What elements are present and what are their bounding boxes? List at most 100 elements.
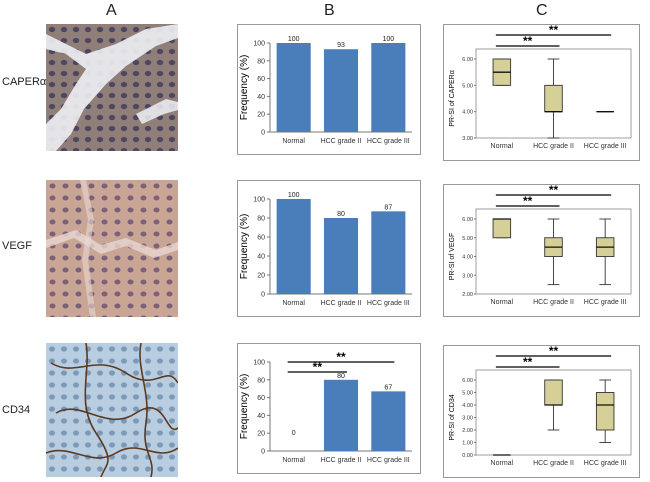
box-2-ylabel: PR-SI of CD34 (449, 394, 456, 440)
box-2-category-label-0: Normal (491, 460, 514, 467)
box-2-ytick-label-6: 6.00 (462, 378, 473, 384)
bar-1-ytick-label-0: 0 (261, 292, 265, 299)
bar-chart-caper: Frequency (%) 0 20 40 60 80 100 100 Normal 93 HCC … (239, 36, 412, 145)
box-2-ytick-label-3: 3.00 (462, 416, 473, 422)
box-2-sig-label-0: ** (523, 355, 533, 369)
bar-0-value-label-0: 100 (288, 36, 300, 43)
bar-0-category-label-1: HCC grade II (321, 138, 362, 145)
bar-panel-caper: Frequency (%) 0 20 40 60 80 100 100 Normal 93 HCC … (237, 24, 421, 155)
bar-0-bar-1 (323, 49, 359, 133)
bar-1-bar-1 (323, 218, 359, 294)
box-1-ytick-label-2: 4.00 (462, 255, 473, 261)
box-2-plot-frame (475, 369, 632, 456)
box-2-box-1 (544, 379, 563, 406)
bar-2-value-label-2: 67 (384, 384, 392, 391)
box-2-category-label-2: HCC grade III (584, 460, 627, 467)
box-0-category-label-2: HCC grade III (584, 143, 627, 150)
box-2-ytick-label-2: 2.00 (462, 428, 473, 434)
micrograph-caper-image (46, 24, 178, 151)
bar-2-category-label-1: HCC grade II (321, 457, 362, 464)
bar-2-category-label-0: Normal (282, 457, 305, 464)
bar-0-bar-0 (276, 43, 311, 132)
box-2-category-label-1: HCC grade II (533, 460, 574, 467)
micrograph-caper (46, 24, 178, 151)
box-2-ytick-label-0: 0.00 (462, 453, 473, 459)
bar-0-value-label-1: 93 (337, 42, 345, 49)
bar-1-ytick-label-5: 100 (253, 197, 265, 204)
box-1-category-label-2: HCC grade III (584, 299, 627, 306)
micrograph-vegf (46, 180, 178, 317)
row-label-caper: CAPERα (2, 76, 47, 88)
box-1-ytick-label-0: 2.00 (462, 292, 473, 298)
bar-2-ytick-label-2: 40 (257, 413, 265, 420)
row-label-vegf: VEGF (2, 240, 32, 252)
box-0-sig-label-1: ** (549, 25, 559, 37)
bar-1-bar-2 (371, 211, 406, 294)
box-0-category-label-1: HCC grade II (533, 143, 574, 150)
bar-1-bar-0 (276, 199, 311, 294)
bar-0-ytick-label-1: 20 (257, 112, 265, 119)
box-0-ylabel: PR-SI of CAPERα (449, 70, 456, 127)
bar-2-ylabel: Frequency (%) (239, 374, 250, 440)
micrograph-cd34 (46, 343, 178, 477)
micrograph-vegf-image (46, 180, 178, 317)
bar-2-ytick-label-3: 60 (257, 395, 265, 402)
bar-0-ytick-label-2: 40 (257, 94, 265, 101)
box-1-ylabel: PR-SI of VEGF (449, 233, 456, 280)
bar-0-category-label-2: HCC grade III (367, 138, 410, 145)
bar-0-category-label-0: Normal (282, 138, 305, 145)
bar-1-ytick-label-4: 80 (257, 216, 265, 223)
bar-chart-vegf: Frequency (%) 0 20 40 60 80 100 100 Normal 80 HCC … (239, 192, 412, 307)
micrograph-cd34-image (46, 343, 178, 477)
box-chart-caper: PR-SI of CAPERα 3.00 4.00 5.00 6.00 Normal HCC… (449, 23, 632, 150)
bar-2-sig-label-0: ** (313, 360, 323, 374)
box-0-category-label-0: Normal (491, 143, 514, 150)
box-chart-vegf: PR-SI of VEGF 2.00 3.00 4.00 5.00 6.00 Normal H… (449, 183, 632, 306)
bar-2-bar-1 (323, 379, 359, 451)
bar-2-ytick-label-1: 20 (257, 431, 265, 438)
box-1-category-label-1: HCC grade II (533, 299, 574, 306)
box-2-ytick-label-1: 1.00 (462, 441, 473, 447)
bar-1-category-label-0: Normal (282, 300, 305, 307)
bar-1-category-label-1: HCC grade II (321, 300, 362, 307)
box-0-ytick-label-1: 4.00 (462, 110, 473, 116)
box-1-plot-frame (475, 208, 632, 295)
bar-2-category-label-2: HCC grade III (367, 457, 410, 464)
bar-0-bar-2 (371, 43, 406, 132)
bar-0-ytick-label-5: 100 (253, 41, 265, 48)
bar-2-sig-label-1: ** (336, 350, 346, 364)
box-0-ytick-label-3: 6.00 (462, 57, 473, 63)
bar-1-ytick-label-2: 40 (257, 254, 265, 261)
column-label-b: B (324, 2, 335, 19)
box-2-sig-label-1: ** (549, 346, 559, 358)
bar-2-ytick-label-4: 80 (257, 377, 265, 384)
box-0-ytick-label-2: 5.00 (462, 83, 473, 89)
bar-0-ytick-label-4: 80 (257, 58, 265, 65)
bar-2-ytick-label-0: 0 (261, 449, 265, 456)
column-label-c: C (536, 2, 548, 19)
bar-1-value-label-0: 100 (288, 192, 300, 199)
bar-chart-cd34: Frequency (%) 0 20 40 60 80 100 0 Normal 80 HCC gr… (239, 350, 412, 464)
bar-panel-vegf: Frequency (%) 0 20 40 60 80 100 100 Normal 80 HCC … (237, 180, 421, 317)
box-0-ytick-label-0: 3.00 (462, 136, 473, 142)
row-label-cd34: CD34 (2, 404, 31, 416)
box-2-ytick-label-4: 4.00 (462, 403, 473, 409)
box-1-sig-label-1: ** (549, 185, 559, 197)
box-panel-cd34: PR-SI of CD34 0.00 1.00 2.00 3.00 4.00 5.00 6.0… (443, 344, 640, 478)
column-label-a: A (106, 2, 117, 19)
bar-0-ytick-label-0: 0 (261, 130, 265, 137)
bar-0-ytick-label-3: 60 (257, 76, 265, 83)
box-0-sig-label-0: ** (523, 34, 533, 48)
bar-1-value-label-2: 87 (384, 204, 392, 211)
box-2-box-2 (595, 392, 615, 431)
box-1-category-label-0: Normal (491, 299, 514, 306)
bar-2-ytick-label-5: 100 (253, 360, 265, 367)
box-1-sig-label-0: ** (523, 194, 533, 208)
box-2-ytick-label-5: 5.00 (462, 391, 473, 397)
box-1-ytick-label-3: 5.00 (462, 236, 473, 242)
box-1-box-0 (492, 218, 512, 239)
bar-2-value-label-0: 0 (292, 430, 296, 437)
bar-1-ytick-label-3: 60 (257, 235, 265, 242)
bar-0-ylabel: Frequency (%) (239, 55, 250, 121)
box-panel-caper: PR-SI of CAPERα 3.00 4.00 5.00 6.00 Normal HCC… (443, 23, 640, 161)
